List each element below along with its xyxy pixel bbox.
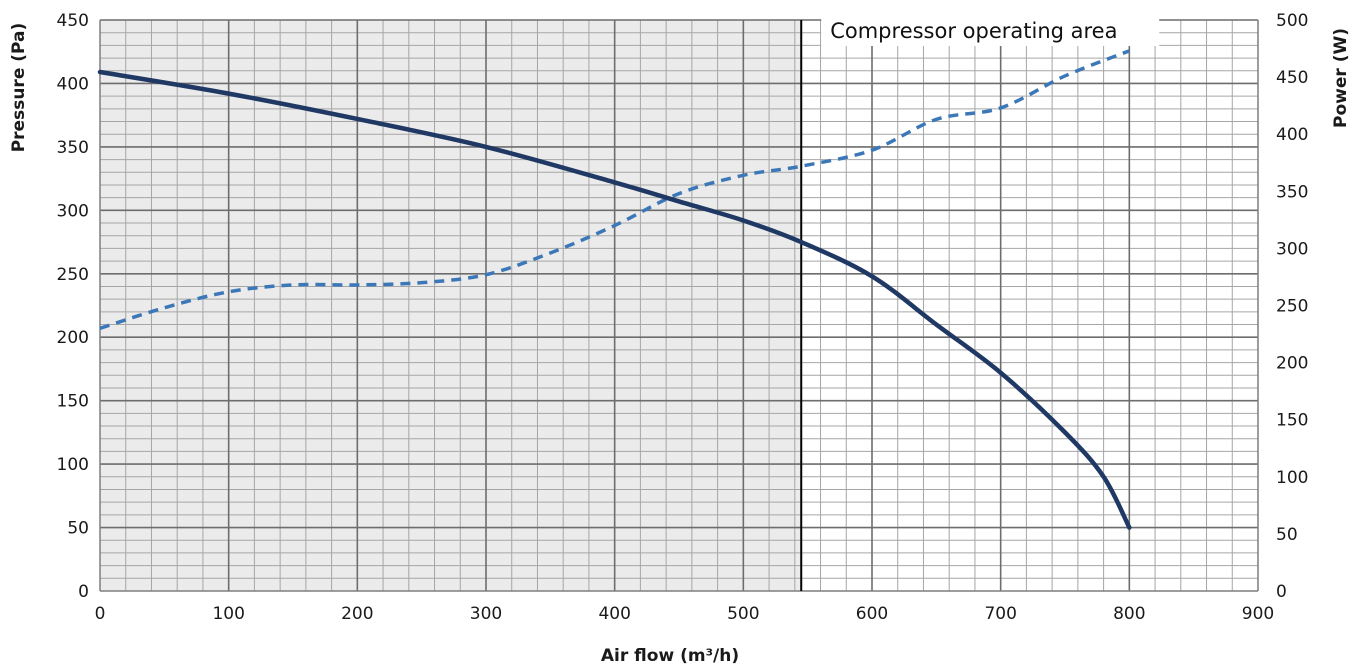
x-tick-label: 200	[341, 604, 373, 624]
y-left-tick-label: 100	[57, 455, 89, 475]
tick-labels: 0 100 200 300 400 500 600 700 800 900050100150200…	[57, 11, 1309, 624]
y-axis-right-title: Power (W)	[1331, 28, 1351, 128]
shaded-region	[100, 20, 802, 591]
x-axis-title: Air flow (m³/h)	[601, 646, 739, 666]
y-right-tick-label: 50	[1276, 525, 1298, 545]
y-left-tick-label: 0	[78, 582, 89, 602]
x-tick-label: 300	[470, 604, 502, 624]
y-left-tick-label: 150	[57, 392, 89, 412]
x-tick-label: 400	[598, 604, 630, 624]
y-right-tick-label: 250	[1276, 297, 1308, 317]
y-right-tick-label: 500	[1276, 11, 1308, 31]
y-left-tick-label: 300	[57, 201, 89, 221]
x-tick-label: 900	[1242, 604, 1274, 624]
y-left-tick-label: 400	[57, 74, 89, 94]
x-tick-label: 600	[856, 604, 888, 624]
y-right-tick-label: 350	[1276, 182, 1308, 202]
grid-minor	[100, 20, 1258, 591]
y-axis-left-title: Pressure (Pa)	[9, 23, 29, 153]
series-group	[97, 49, 1132, 530]
y-left-tick-label: 350	[57, 138, 89, 158]
y-left-tick-label: 250	[57, 265, 89, 285]
y-right-tick-label: 150	[1276, 411, 1308, 431]
y-right-tick-label: 0	[1276, 582, 1287, 602]
x-tick-label: 100	[212, 604, 244, 624]
y-left-tick-label: 200	[57, 328, 89, 348]
x-tick-label: 500	[727, 604, 759, 624]
y-right-tick-label: 300	[1276, 239, 1308, 259]
annotation-background	[821, 14, 1160, 46]
x-tick-label: 800	[1113, 604, 1145, 624]
annotation-label: Compressor operating area	[830, 19, 1117, 43]
y-right-tick-label: 400	[1276, 125, 1308, 145]
y-right-tick-label: 450	[1276, 68, 1308, 88]
y-left-tick-label: 450	[57, 11, 89, 31]
x-tick-label: 0	[95, 604, 106, 624]
y-right-tick-label: 200	[1276, 354, 1308, 374]
y-right-tick-label: 100	[1276, 468, 1308, 488]
series-line-power	[99, 49, 1130, 331]
x-tick-label: 700	[984, 604, 1016, 624]
series-line-pressure	[97, 69, 1132, 530]
y-left-tick-label: 50	[67, 519, 89, 539]
